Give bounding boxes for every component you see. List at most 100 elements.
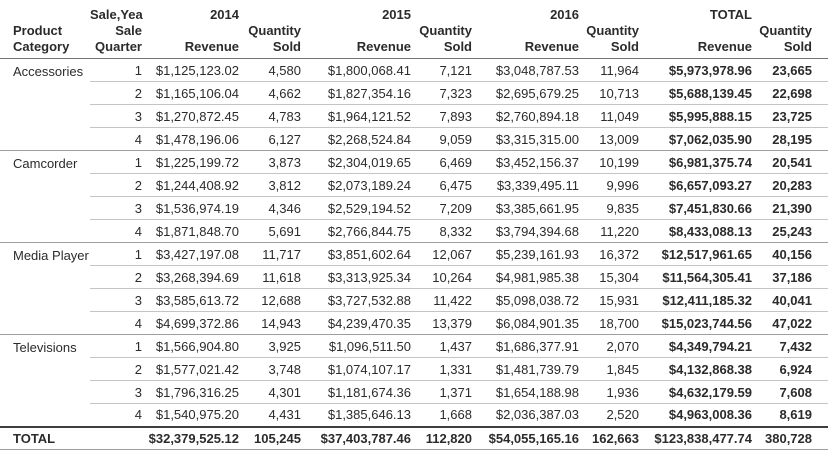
quantity-cell: 8,332 bbox=[412, 219, 473, 243]
quantity-cell: 40,156 bbox=[753, 242, 828, 266]
revenue-cell: $1,871,848.70 bbox=[143, 219, 240, 243]
table-row: 3 $1,796,316.25 4,301 $1,181,674.36 1,371 $1,… bbox=[0, 380, 828, 404]
column-header-4: 2015 Revenue bbox=[302, 1, 412, 59]
revenue-cell: $2,036,387.03 bbox=[473, 403, 580, 427]
table-header: Product Category Sale,Year Sale Quarter 2014 R… bbox=[0, 1, 828, 59]
quantity-cell: 9,059 bbox=[412, 127, 473, 151]
revenue-cell: $3,727,532.88 bbox=[302, 288, 412, 312]
revenue-cell: $3,452,156.37 bbox=[473, 150, 580, 174]
table-footer: TOTAL $32,379,525.12 105,245 $37,403,787… bbox=[0, 425, 828, 450]
revenue-cell: $6,657,093.27 bbox=[640, 173, 753, 197]
quantity-cell: 23,665 bbox=[753, 58, 828, 82]
column-header-5: Quantity Sold bbox=[412, 1, 473, 59]
total-quantity-2015-cell: 112,820 bbox=[412, 425, 473, 450]
total-revenue-all-cell: $123,838,477.74 bbox=[640, 425, 753, 450]
revenue-cell: $1,181,674.36 bbox=[302, 380, 412, 404]
revenue-cell: $1,481,739.79 bbox=[473, 357, 580, 381]
quantity-cell: 11,422 bbox=[412, 288, 473, 312]
quarter-cell: 3 bbox=[90, 196, 143, 220]
grand-total-quarter-cell bbox=[90, 425, 143, 450]
quantity-cell: 10,199 bbox=[580, 150, 640, 174]
quarter-cell: 1 bbox=[90, 58, 143, 82]
quantity-cell: 7,323 bbox=[412, 81, 473, 105]
quantity-cell: 25,243 bbox=[753, 219, 828, 243]
revenue-cell: $1,125,123.02 bbox=[143, 58, 240, 82]
column-header-line bbox=[240, 7, 301, 23]
total-quantity-2016-cell: 162,663 bbox=[580, 425, 640, 450]
revenue-cell: $4,632,179.59 bbox=[640, 380, 753, 404]
table-row: 4 $1,871,848.70 5,691 $2,766,844.75 8,332 $3,… bbox=[0, 219, 828, 243]
revenue-cell: $1,796,316.25 bbox=[143, 380, 240, 404]
quantity-cell: 13,009 bbox=[580, 127, 640, 151]
revenue-cell: $5,239,161.93 bbox=[473, 242, 580, 266]
quantity-cell: 4,346 bbox=[240, 196, 302, 220]
quantity-cell: 4,301 bbox=[240, 380, 302, 404]
quantity-cell: 4,580 bbox=[240, 58, 302, 82]
column-header-line bbox=[640, 23, 752, 39]
column-header-line: 2014 bbox=[210, 7, 239, 22]
column-header-6: 2016 Revenue bbox=[473, 1, 580, 59]
column-header-0: Product Category bbox=[0, 1, 90, 59]
quantity-cell: 7,608 bbox=[753, 380, 828, 404]
revenue-cell: $3,339,495.11 bbox=[473, 173, 580, 197]
quantity-cell: 11,717 bbox=[240, 242, 302, 266]
quantity-cell: 1,936 bbox=[580, 380, 640, 404]
revenue-cell: $4,963,008.36 bbox=[640, 403, 753, 427]
revenue-cell: $1,478,196.06 bbox=[143, 127, 240, 151]
table-row: 3 $1,536,974.19 4,346 $2,529,194.52 7,209 $3,… bbox=[0, 196, 828, 220]
table-row: 2 $1,244,408.92 3,812 $2,073,189.24 6,475 $3,… bbox=[0, 173, 828, 197]
column-header-line bbox=[753, 7, 812, 23]
total-revenue-2014-cell: $32,379,525.12 bbox=[143, 425, 240, 450]
category-cell: Accessories bbox=[0, 58, 90, 151]
quarter-cell: 3 bbox=[90, 380, 143, 404]
column-header-line: Sold bbox=[443, 39, 472, 54]
quantity-cell: 2,070 bbox=[580, 334, 640, 358]
revenue-cell: $8,433,088.13 bbox=[640, 219, 753, 243]
quantity-cell: 40,041 bbox=[753, 288, 828, 312]
revenue-cell: $3,048,787.53 bbox=[473, 58, 580, 82]
quantity-cell: 20,283 bbox=[753, 173, 828, 197]
table-row: 4 $1,540,975.20 4,431 $1,385,646.13 1,668 $2,… bbox=[0, 403, 828, 427]
revenue-cell: $7,062,035.90 bbox=[640, 127, 753, 151]
revenue-cell: $12,517,961.65 bbox=[640, 242, 753, 266]
quantity-cell: 16,372 bbox=[580, 242, 640, 266]
revenue-cell: $2,073,189.24 bbox=[302, 173, 412, 197]
quarter-cell: 1 bbox=[90, 334, 143, 358]
quantity-cell: 15,304 bbox=[580, 265, 640, 289]
revenue-cell: $2,304,019.65 bbox=[302, 150, 412, 174]
pivot-table: Product Category Sale,Year Sale Quarter 2014 R… bbox=[0, 1, 828, 450]
quantity-cell: 11,618 bbox=[240, 265, 302, 289]
revenue-cell: $2,760,894.18 bbox=[473, 104, 580, 128]
quantity-cell: 2,520 bbox=[580, 403, 640, 427]
column-header-line: Quarter bbox=[95, 39, 142, 54]
quantity-cell: 3,748 bbox=[240, 357, 302, 381]
column-header-line: Sold bbox=[610, 39, 639, 54]
quantity-cell: 10,264 bbox=[412, 265, 473, 289]
category-cell: Camcorder bbox=[0, 150, 90, 243]
quantity-cell: 20,541 bbox=[753, 150, 828, 174]
column-header-line: Quantity bbox=[586, 23, 639, 38]
grand-total-label: TOTAL bbox=[0, 425, 90, 450]
quantity-cell: 9,835 bbox=[580, 196, 640, 220]
quarter-cell: 4 bbox=[90, 219, 143, 243]
column-header-1: Sale,Year Sale Quarter bbox=[90, 1, 143, 59]
column-header-8: TOTAL Revenue bbox=[640, 1, 753, 59]
column-header-line bbox=[143, 23, 239, 39]
total-quantity-2014-cell: 105,245 bbox=[240, 425, 302, 450]
revenue-cell: $1,540,975.20 bbox=[143, 403, 240, 427]
table-row: 4 $4,699,372.86 14,943 $4,239,470.35 13,379 $… bbox=[0, 311, 828, 335]
column-header-line: Revenue bbox=[184, 39, 239, 54]
quarter-cell: 3 bbox=[90, 104, 143, 128]
revenue-cell: $1,827,354.16 bbox=[302, 81, 412, 105]
revenue-cell: $3,385,661.95 bbox=[473, 196, 580, 220]
quarter-cell: 4 bbox=[90, 403, 143, 427]
quarter-cell: 2 bbox=[90, 357, 143, 381]
quantity-cell: 37,186 bbox=[753, 265, 828, 289]
column-header-line: Quantity bbox=[248, 23, 301, 38]
column-header-line: Quantity bbox=[419, 23, 472, 38]
revenue-cell: $4,239,470.35 bbox=[302, 311, 412, 335]
quarter-cell: 1 bbox=[90, 150, 143, 174]
quantity-cell: 13,379 bbox=[412, 311, 473, 335]
revenue-cell: $1,800,068.41 bbox=[302, 58, 412, 82]
table-row: Camcorder 1 $1,225,199.72 3,873 $2,304,019.6… bbox=[0, 150, 828, 243]
